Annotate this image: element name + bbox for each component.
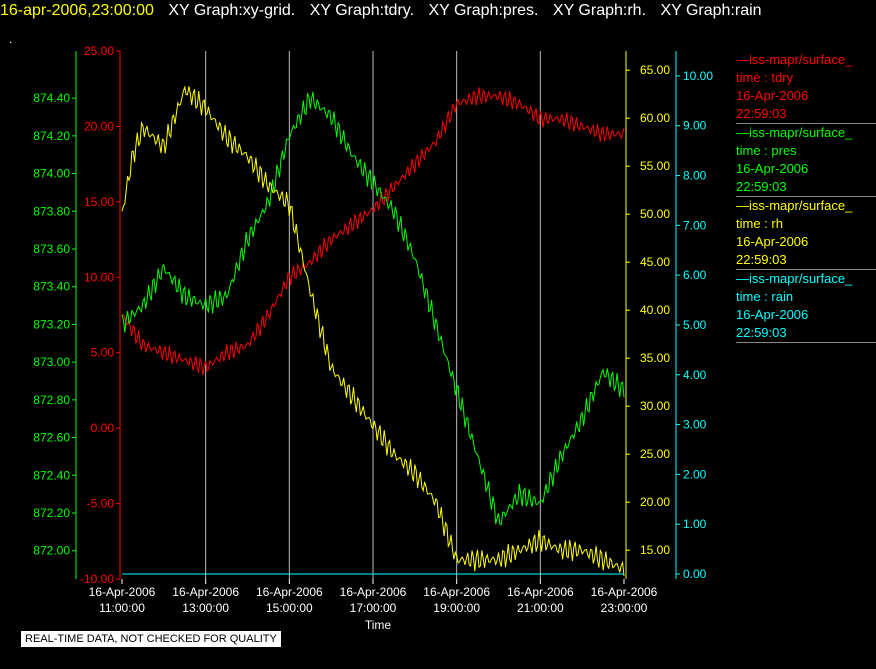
y-tick-label-rh: 55.00	[640, 159, 670, 173]
header-bar: 16-apr-2006,23:00:00 XY Graph:xy-grid. X…	[0, 2, 772, 24]
x-tick-time: 13:00:00	[182, 601, 229, 615]
y-tick-label-rh: 20.00	[640, 495, 670, 509]
y-tick-label-pres: 873.40	[33, 280, 70, 294]
series-line-tdry	[121, 87, 625, 376]
y-tick-label-rh: 15.00	[640, 543, 670, 557]
y-tick-label-rh: 25.00	[640, 447, 670, 461]
quality-note: REAL-TIME DATA, NOT CHECKED FOR QUALITY	[21, 631, 281, 647]
legend-series-label: —iss-mapr/surface_	[736, 52, 853, 67]
y-tick-label-pres: 872.20	[33, 506, 70, 520]
x-tick-time: 17:00:00	[350, 601, 397, 615]
x-tick-date: 16-Apr-2006	[89, 585, 156, 599]
y-tick-label-tdry: -10.00	[80, 572, 114, 586]
y-tick-label-rh: 65.00	[640, 63, 670, 77]
legend: —iss-mapr/surface_ time : tdry 16-Apr-20…	[736, 51, 876, 343]
legend-series-label: —iss-mapr/surface_	[736, 125, 853, 140]
y-tick-label-tdry: 20.00	[84, 119, 114, 133]
y-tick-label-tdry: 0.00	[91, 421, 115, 435]
y-tick-label-rh: 35.00	[640, 351, 670, 365]
legend-date: 16-Apr-2006	[736, 234, 809, 249]
y-tick-label-pres: 873.20	[33, 317, 70, 331]
y-tick-label-pres: 872.00	[33, 544, 70, 558]
x-tick-date: 16-Apr-2006	[591, 585, 658, 599]
legend-time: 22:59:03	[736, 106, 787, 121]
legend-date: 16-Apr-2006	[736, 88, 809, 103]
y-tick-label-rain: 0.00	[683, 567, 707, 581]
x-tick-time: 23:00:00	[601, 601, 648, 615]
legend-series-label: —iss-mapr/surface_	[736, 198, 853, 213]
x-tick-time: 21:00:00	[517, 601, 564, 615]
y-tick-label-pres: 874.20	[33, 129, 70, 143]
y-tick-label-pres: 872.60	[33, 431, 70, 445]
y-tick-label-rh: 30.00	[640, 399, 670, 413]
y-tick-label-pres: 873.80	[33, 204, 70, 218]
legend-entry-rh: —iss-mapr/surface_ time : rh 16-Apr-2006…	[736, 197, 876, 270]
y-tick-label-pres: 873.60	[33, 242, 70, 256]
xy-graph: 16-Apr-2006 11:00:00 16-Apr-2006 13:00:00 16…	[33, 44, 713, 632]
y-tick-label-rh: 40.00	[640, 303, 670, 317]
legend-var-label: time : rh	[736, 216, 783, 231]
y-tick-label-pres: 874.40	[33, 91, 70, 105]
header-item: XY Graph:tdry.	[309, 2, 415, 19]
legend-entry-pres: —iss-mapr/surface_ time : pres 16-Apr-20…	[736, 124, 876, 197]
y-tick-label-pres: 873.00	[33, 355, 70, 369]
header-item: XY Graph:pres.	[428, 2, 539, 19]
legend-entry-rain: —iss-mapr/surface_ time : rain 16-Apr-20…	[736, 270, 876, 343]
y-tick-label-rain: 9.00	[683, 119, 707, 133]
y-tick-label-rain: 2.00	[683, 467, 707, 481]
y-tick-label-rain: 5.00	[683, 318, 707, 332]
legend-series-label: —iss-mapr/surface_	[736, 271, 853, 286]
header-timestamp: 16-apr-2006,23:00:00	[0, 2, 154, 19]
legend-var-label: time : rain	[736, 289, 794, 304]
legend-time: 22:59:03	[736, 179, 787, 194]
header-item: XY Graph:xy-grid.	[168, 2, 296, 19]
legend-time: 22:59:03	[736, 325, 787, 340]
header-dot: .	[9, 32, 13, 46]
x-tick-time: 19:00:00	[433, 601, 480, 615]
legend-entry-tdry: —iss-mapr/surface_ time : tdry 16-Apr-20…	[736, 51, 876, 124]
x-axis-label: Time	[365, 618, 392, 632]
legend-time: 22:59:03	[736, 252, 787, 267]
y-tick-label-pres: 872.40	[33, 468, 70, 482]
legend-var-label: time : tdry	[736, 70, 794, 85]
legend-date: 16-Apr-2006	[736, 307, 809, 322]
y-tick-label-tdry: 25.00	[84, 44, 114, 58]
y-tick-label-rain: 7.00	[683, 218, 707, 232]
y-tick-label-tdry: -5.00	[87, 497, 115, 511]
x-tick-time: 15:00:00	[266, 601, 313, 615]
x-tick-date: 16-Apr-2006	[256, 585, 323, 599]
y-tick-label-rh: 50.00	[640, 207, 670, 221]
y-tick-label-tdry: 15.00	[84, 195, 114, 209]
y-tick-label-rain: 6.00	[683, 268, 707, 282]
series-line-pres	[121, 91, 625, 526]
y-tick-label-tdry: 10.00	[84, 270, 114, 284]
y-tick-label-pres: 874.00	[33, 167, 70, 181]
x-tick-date: 16-Apr-2006	[423, 585, 490, 599]
y-tick-label-rain: 3.00	[683, 418, 707, 432]
x-tick-time: 11:00:00	[99, 601, 145, 615]
y-tick-label-rh: 45.00	[640, 255, 670, 269]
y-tick-label-rain: 1.00	[683, 517, 707, 531]
y-tick-label-rain: 8.00	[683, 169, 707, 183]
y-tick-label-tdry: 5.00	[91, 346, 115, 360]
header-item: XY Graph:rain	[660, 2, 762, 19]
y-tick-label-pres: 872.80	[33, 393, 70, 407]
legend-date: 16-Apr-2006	[736, 161, 809, 176]
legend-var-label: time : pres	[736, 143, 797, 158]
x-tick-date: 16-Apr-2006	[172, 585, 239, 599]
series-line-rh	[121, 85, 625, 577]
header-item: XY Graph:rh.	[552, 2, 647, 19]
y-tick-label-rh: 60.00	[640, 111, 670, 125]
x-tick-date: 16-Apr-2006	[507, 585, 574, 599]
x-tick-date: 16-Apr-2006	[340, 585, 407, 599]
y-tick-label-rain: 10.00	[683, 69, 713, 83]
y-tick-label-rain: 4.00	[683, 368, 707, 382]
